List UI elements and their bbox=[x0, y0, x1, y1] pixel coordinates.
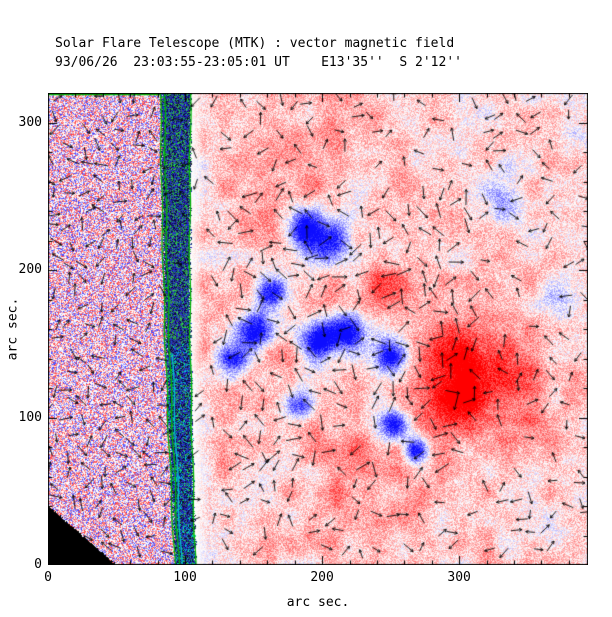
y-tick-label: 0 bbox=[34, 557, 42, 572]
title-block: Solar Flare Telescope (MTK) : vector mag… bbox=[55, 34, 462, 72]
x-tick-label: 100 bbox=[173, 570, 197, 585]
x-tick-label: 0 bbox=[44, 570, 52, 585]
x-tick-label: 200 bbox=[310, 570, 334, 585]
x-tick-label: 300 bbox=[447, 570, 471, 585]
chart-subtitle: 93/06/26 23:03:55-23:05:01 UT E13'35'' S… bbox=[55, 55, 462, 70]
y-tick-label: 100 bbox=[18, 409, 42, 425]
chart-title: Solar Flare Telescope (MTK) : vector mag… bbox=[55, 36, 455, 51]
x-axis-title: arc sec. bbox=[286, 595, 350, 610]
y-tick-label: 200 bbox=[18, 262, 42, 277]
y-tick-label: 300 bbox=[18, 114, 42, 130]
magnetogram-canvas bbox=[48, 93, 588, 565]
plot-area bbox=[48, 93, 588, 565]
y-axis-title: arc sec. bbox=[5, 297, 21, 361]
